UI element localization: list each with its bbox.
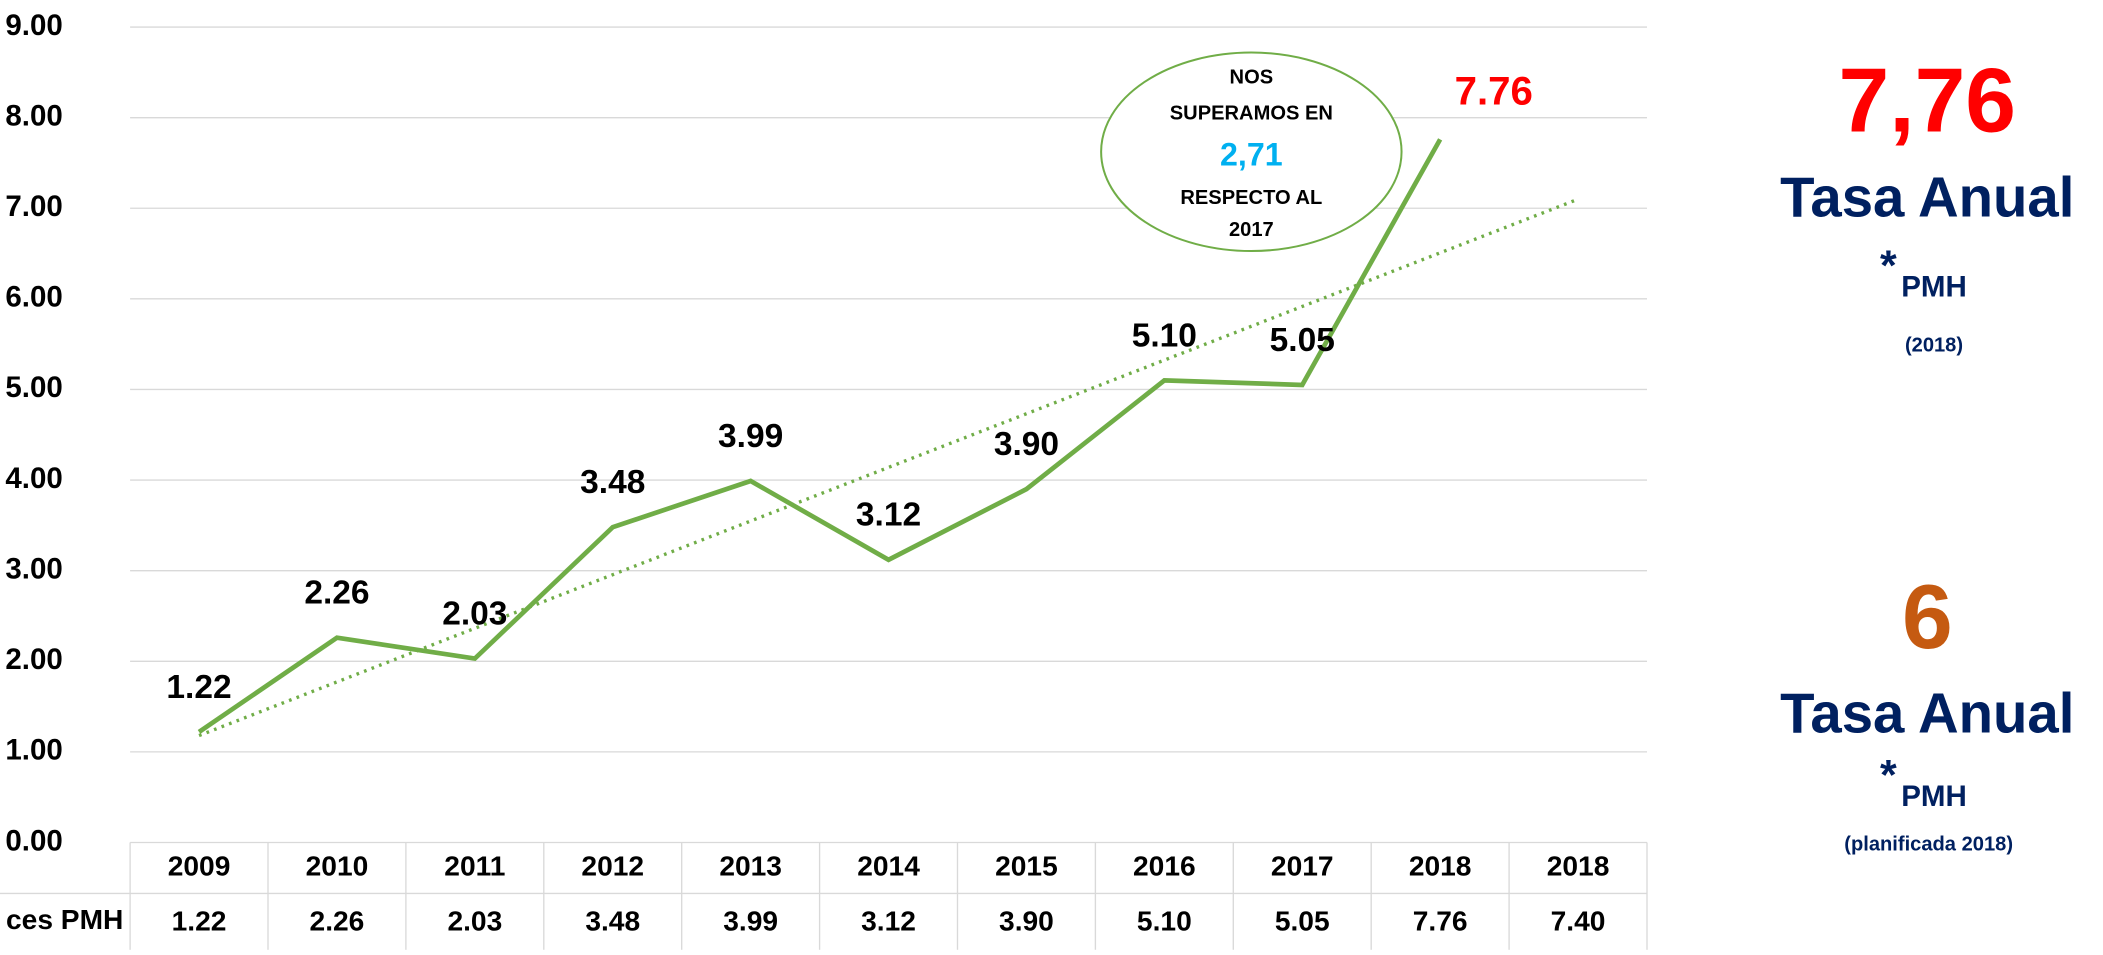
data-label: 7.76	[1455, 68, 1533, 113]
callout-text: 2017	[1229, 219, 1274, 241]
x-tick-label: 2011	[444, 850, 505, 881]
y-tick-label: 0.00	[5, 824, 62, 857]
x-tick-label: 2015	[995, 850, 1058, 881]
side-note: (planificada 2018)	[1844, 833, 2013, 855]
data-label: 3.90	[994, 426, 1059, 463]
callout-text: SUPERAMOS EN	[1170, 103, 1333, 125]
table-cell: 7.40	[1551, 905, 1606, 936]
side-value: 6	[1902, 566, 1953, 668]
x-tick-label: 2014	[857, 850, 920, 881]
side-star: *	[1880, 242, 1897, 290]
y-tick-label: 5.00	[5, 371, 62, 404]
table-cell: 7.76	[1413, 905, 1468, 936]
side-note: (2018)	[1905, 335, 1963, 357]
side-star: *	[1880, 751, 1897, 799]
callout-text: NOS	[1230, 66, 1274, 88]
data-line	[197, 138, 1443, 734]
side-value: 7,76	[1839, 50, 2016, 152]
x-tick-label: 2018	[1409, 850, 1472, 881]
table-cell: 5.10	[1137, 905, 1192, 936]
y-tick-label: 3.00	[5, 552, 62, 585]
table-cell: 3.90	[999, 905, 1054, 936]
data-label: 3.99	[718, 418, 783, 455]
table-cell: 3.48	[585, 905, 640, 936]
data-label: 2.26	[304, 575, 369, 612]
callout-ellipse	[1100, 51, 1403, 253]
callout-text: RESPECTO AL	[1180, 187, 1322, 209]
x-tick-label: 2016	[1133, 850, 1196, 881]
table-cell: 2.26	[310, 905, 365, 936]
table-cell: 2.03	[447, 905, 502, 936]
table-cell: 5.05	[1275, 905, 1330, 936]
y-tick-label: 6.00	[5, 281, 62, 314]
table-cell: 1.22	[172, 905, 227, 936]
y-tick-label: 7.00	[5, 190, 62, 223]
side-title: Tasa Anual	[1780, 165, 2074, 228]
table-cell: 3.99	[723, 905, 778, 936]
x-tick-label: 2013	[719, 850, 782, 881]
y-tick-label: 4.00	[5, 462, 62, 495]
x-tick-label: 2009	[168, 850, 231, 881]
trendline	[198, 197, 1579, 738]
data-label: 3.48	[580, 464, 645, 501]
data-label: 1.22	[166, 669, 231, 706]
data-label: 5.10	[1132, 317, 1197, 354]
y-tick-label: 2.00	[5, 643, 62, 676]
x-tick-label: 2012	[581, 850, 644, 881]
table-cell: 3.12	[861, 905, 916, 936]
data-label: 5.05	[1270, 322, 1335, 359]
y-tick-label: 1.00	[5, 734, 62, 767]
side-unit: PMH	[1901, 270, 1967, 303]
y-tick-label: 8.00	[5, 99, 62, 132]
side-title: Tasa Anual	[1780, 682, 2074, 745]
x-tick-label: 2010	[306, 850, 369, 881]
x-tick-label: 2018	[1547, 850, 1610, 881]
data-label: 2.03	[442, 596, 507, 633]
data-label: 3.12	[856, 497, 921, 534]
callout-value: 2,71	[1220, 137, 1283, 173]
table-row-label: ces PMH	[6, 904, 123, 935]
x-tick-label: 2017	[1271, 850, 1334, 881]
side-unit: PMH	[1901, 780, 1967, 813]
y-tick-label: 9.00	[5, 9, 62, 42]
